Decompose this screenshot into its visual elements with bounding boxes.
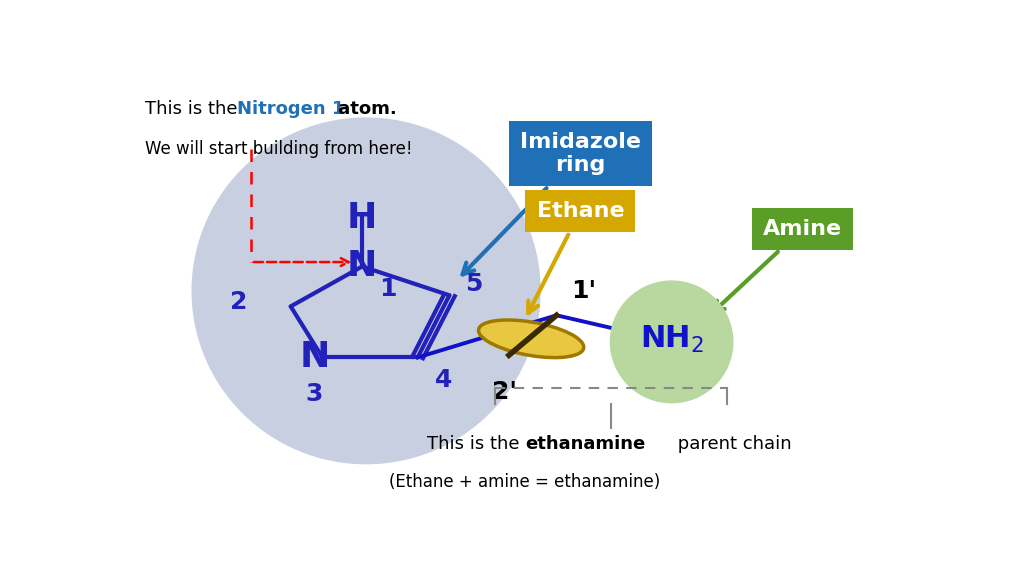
Ellipse shape <box>609 281 733 403</box>
Text: 1': 1' <box>570 279 596 303</box>
Text: We will start building from here!: We will start building from here! <box>145 140 413 158</box>
Text: 2: 2 <box>229 290 247 314</box>
Ellipse shape <box>478 320 584 358</box>
Text: ethanamine: ethanamine <box>524 435 645 453</box>
Text: atom.: atom. <box>332 100 396 118</box>
Ellipse shape <box>191 118 541 464</box>
Text: Ethane: Ethane <box>528 201 625 313</box>
Text: 5: 5 <box>465 272 482 296</box>
Text: parent chain: parent chain <box>672 435 792 453</box>
Text: N: N <box>347 249 377 283</box>
Text: 4: 4 <box>435 367 453 392</box>
Text: N: N <box>299 340 330 374</box>
Text: 1: 1 <box>380 276 397 301</box>
Text: Nitrogen 1: Nitrogen 1 <box>237 100 344 118</box>
Text: H: H <box>347 200 377 234</box>
Text: This is the: This is the <box>145 100 244 118</box>
Text: NH$_2$: NH$_2$ <box>640 324 703 355</box>
Text: Imidazole
ring: Imidazole ring <box>463 132 641 274</box>
Text: (Ethane + amine = ethanamine): (Ethane + amine = ethanamine) <box>389 473 660 491</box>
Text: 2': 2' <box>493 380 517 404</box>
Text: 3: 3 <box>306 382 324 406</box>
Text: Amine: Amine <box>713 219 842 312</box>
Text: This is the: This is the <box>427 435 524 453</box>
